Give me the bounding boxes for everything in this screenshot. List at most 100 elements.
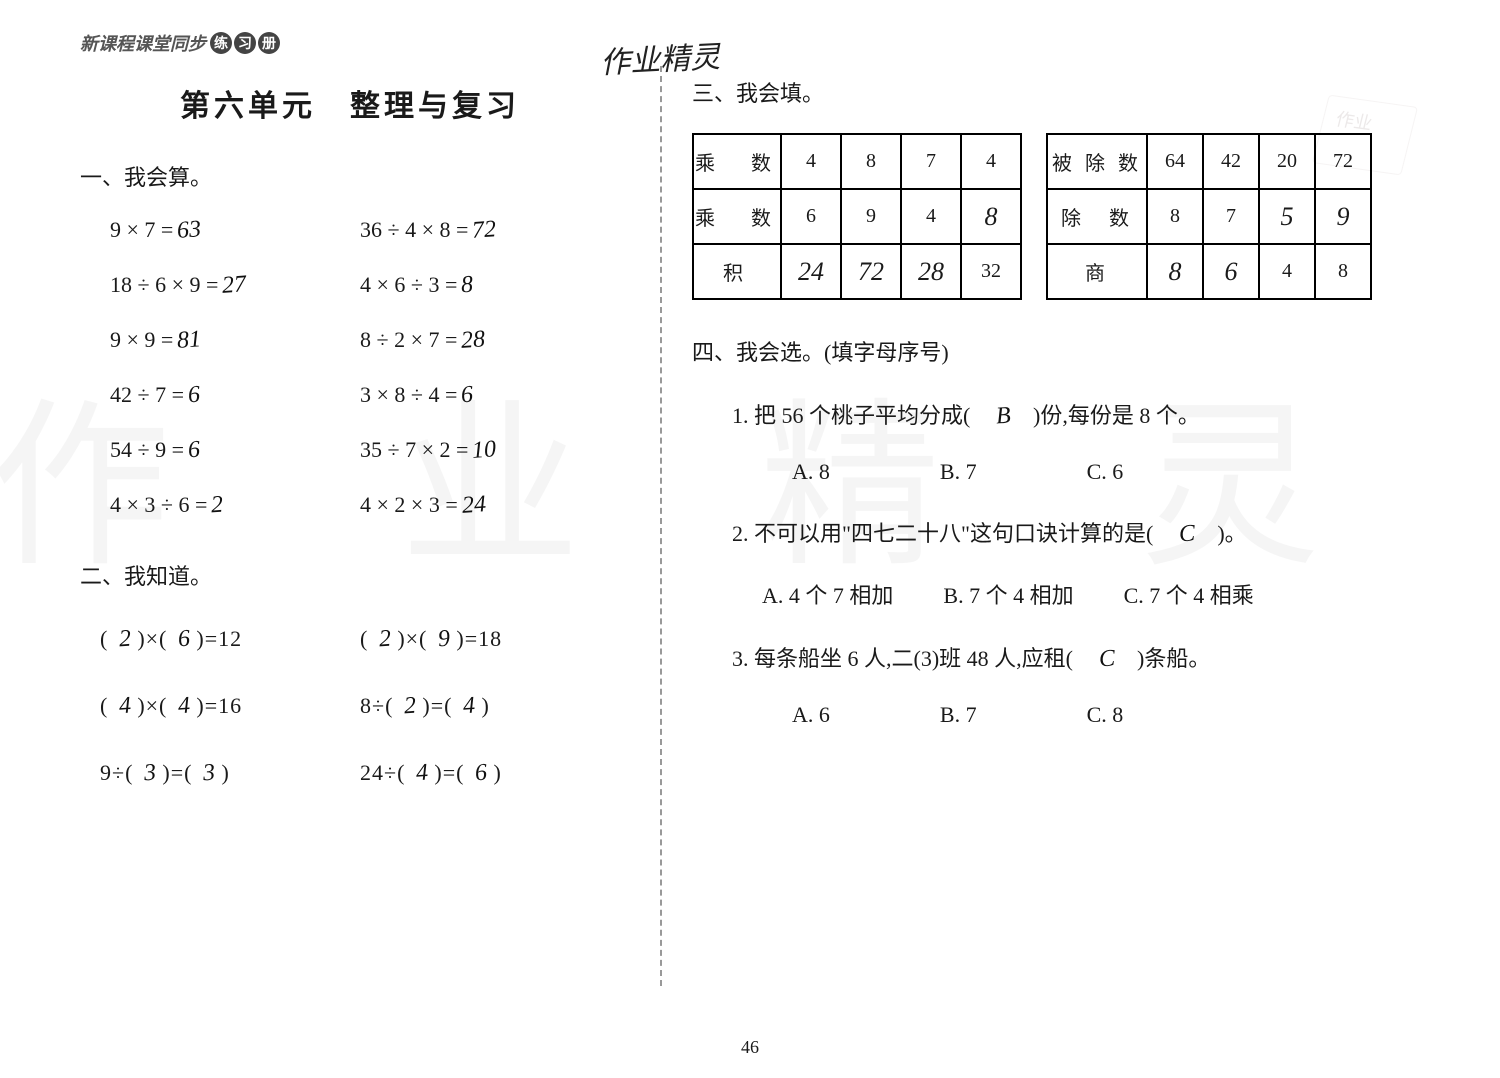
table-row: 乘 数4874 — [693, 134, 1021, 189]
handwritten-answer: 10 — [471, 436, 497, 465]
table-cell: 6 — [1203, 244, 1259, 299]
section-1-title: 一、我会算。 — [80, 160, 620, 192]
handwritten-answer: 72 — [471, 216, 497, 245]
printed-part: )=( — [416, 693, 459, 718]
handwritten-answer: 4 — [415, 760, 429, 788]
choice: A. 8 — [792, 459, 830, 485]
table-cell: 72 — [841, 244, 901, 299]
choice: C. 8 — [1087, 702, 1124, 728]
math-expression: 18 ÷ 6 × 9 = — [110, 272, 218, 298]
printed-part: )=( — [428, 760, 471, 785]
section-3-title: 三、我会填。 — [692, 76, 1420, 108]
choice: A. 4 个 7 相加 — [762, 578, 893, 610]
table-cell: 7 — [901, 134, 961, 189]
table-cell: 乘 数 — [693, 134, 781, 189]
book-series-header: 新课程课堂同步 练 习 册 — [80, 30, 1420, 56]
math-item: 35 ÷ 7 × 2 =10 — [360, 437, 610, 464]
choice: C. 6 — [1087, 459, 1124, 485]
fill-blank-item: ( 4 )×( 4 )=16 — [100, 693, 360, 720]
handwritten-answer: 4 — [177, 693, 191, 721]
unit-title: 第六单元 整理与复习 — [80, 81, 620, 125]
math-item: 9 × 7 = 63 — [110, 217, 360, 244]
q2-pre: 2. 不可以用"四七二十八"这句口诀计算的是( — [732, 521, 1175, 546]
table-cell: 8 — [1147, 244, 1203, 299]
q2-answer: C — [1178, 515, 1197, 554]
q2-choices: A. 4 个 7 相加 B. 7 个 4 相加 C. 7 个 4 相乘 — [762, 578, 1420, 610]
printed-part: )=12 — [190, 626, 242, 651]
q3-pre: 3. 每条船坐 6 人,二(3)班 48 人,应租( — [732, 646, 1095, 671]
math-item: 42 ÷ 7 = 6 — [110, 382, 360, 409]
handwritten-answer: 6 — [187, 437, 201, 465]
q3-post: )条船。 — [1115, 646, 1210, 671]
printed-part: 8÷( — [360, 693, 400, 718]
math-item: 3 × 8 ÷ 4 = 6 — [360, 382, 610, 409]
printed-part: )×( — [391, 626, 434, 651]
q1-pre: 1. 把 56 个桃子平均分成( — [732, 403, 992, 428]
left-column: 第六单元 整理与复习 一、我会算。 9 × 7 = 6336 ÷ 4 × 8 =… — [80, 66, 640, 986]
math-expression: 9 × 9 = — [110, 327, 173, 353]
right-column: 三、我会填。 乘 数4874乘 数6948积24722832 被 除 数6442… — [660, 66, 1420, 986]
table-row: 积24722832 — [693, 244, 1021, 299]
handwritten-answer: 6 — [460, 382, 474, 410]
printed-part: ( — [360, 626, 375, 651]
multiplication-table: 乘 数4874乘 数6948积24722832 — [692, 133, 1022, 300]
math-expression: 54 ÷ 9 = — [110, 437, 184, 463]
choice: A. 6 — [792, 702, 830, 728]
printed-part: )=16 — [190, 693, 242, 718]
handwritten-answer: 4 — [462, 693, 476, 721]
table-cell: 28 — [901, 244, 961, 299]
math-expression: 35 ÷ 7 × 2 = — [360, 437, 468, 463]
table-cell: 乘 数 — [693, 189, 781, 244]
table-cell: 5 — [1259, 189, 1315, 244]
q3-choices: A. 6 B. 7 C. 8 — [792, 702, 1420, 728]
badge-char: 习 — [234, 32, 256, 54]
table-cell: 4 — [1259, 244, 1315, 299]
math-item: 4 × 6 ÷ 3 = 8 — [360, 272, 610, 299]
table-cell: 商 — [1047, 244, 1147, 299]
series-badges: 练 习 册 — [210, 32, 280, 54]
badge-char: 册 — [258, 32, 280, 54]
table-cell: 4 — [961, 134, 1021, 189]
fill-blank-item: ( 2 )×( 6 )=12 — [100, 626, 360, 653]
math-item: 36 ÷ 4 × 8 = 72 — [360, 217, 610, 244]
handwritten-answer: 2 — [403, 693, 417, 721]
choice: C. 7 个 4 相乘 — [1124, 578, 1254, 610]
section-1-grid: 9 × 7 = 6336 ÷ 4 × 8 = 7218 ÷ 6 × 9 =274… — [110, 217, 620, 519]
handwritten-answer: 6 — [474, 760, 488, 788]
table-cell: 7 — [1203, 189, 1259, 244]
page-number: 46 — [741, 1037, 759, 1058]
math-expression: 4 × 6 ÷ 3 = — [360, 272, 457, 298]
math-expression: 4 × 2 × 3 = — [360, 492, 458, 518]
math-item: 4 × 2 × 3 =24 — [360, 492, 610, 519]
printed-part: )=18 — [450, 626, 502, 651]
table-cell: 8 — [1147, 189, 1203, 244]
math-item: 54 ÷ 9 = 6 — [110, 437, 360, 464]
table-cell: 24 — [781, 244, 841, 299]
table-cell: 被 除 数 — [1047, 134, 1147, 189]
handwritten-answer: 9 — [437, 626, 451, 654]
printed-part: ) — [475, 693, 490, 718]
printed-part: ) — [487, 760, 502, 785]
series-text: 新课程课堂同步 — [80, 30, 206, 56]
handwritten-answer: 8 — [460, 272, 474, 300]
q1-post: )份,每份是 8 个。 — [1011, 403, 1200, 428]
printed-part: )×( — [131, 693, 174, 718]
printed-part: ( — [100, 693, 115, 718]
math-item: 8 ÷ 2 × 7 =28 — [360, 327, 610, 354]
table-cell: 64 — [1147, 134, 1203, 189]
q3-answer: C — [1098, 639, 1117, 678]
handwritten-answer: 6 — [177, 626, 191, 654]
table-cell: 9 — [1315, 189, 1371, 244]
handwritten-answer: 3 — [143, 760, 157, 788]
math-item: 18 ÷ 6 × 9 =27 — [110, 272, 360, 299]
badge-char: 练 — [210, 32, 232, 54]
handwritten-answer: 28 — [460, 326, 486, 355]
handwritten-answer: 4 — [118, 693, 132, 721]
q2-post: )。 — [1195, 521, 1246, 546]
printed-part: ) — [215, 760, 230, 785]
fill-blank-item: ( 2 )×( 9 )=18 — [360, 626, 620, 653]
question-3: 3. 每条船坐 6 人,二(3)班 48 人,应租( C )条船。 A. 6 B… — [692, 640, 1420, 728]
table-cell: 8 — [961, 189, 1021, 244]
fill-blank-item: 8÷( 2 )=( 4 ) — [360, 693, 620, 720]
math-expression: 9 × 7 = — [110, 217, 173, 243]
